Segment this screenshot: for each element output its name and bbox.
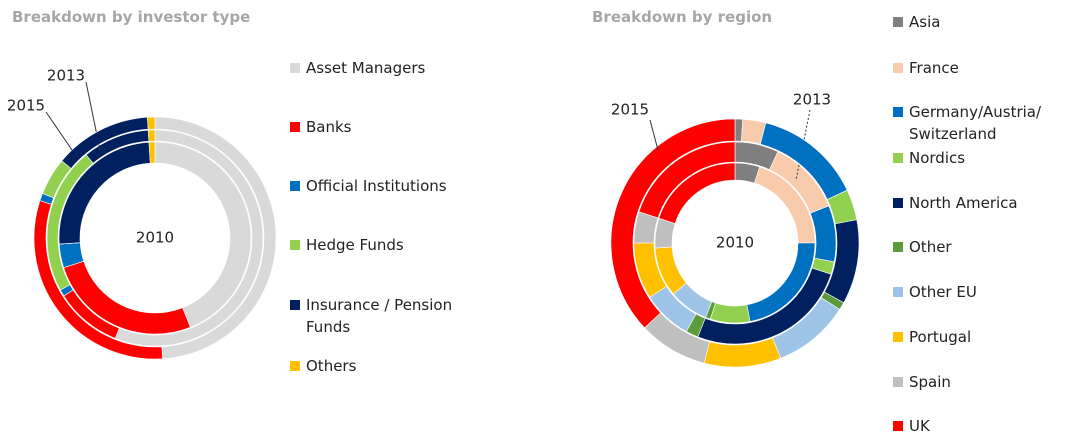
ring-segment [147, 116, 156, 130]
legend-item: UK [893, 415, 1068, 437]
legend-swatch [893, 153, 903, 163]
legend-label: Banks [306, 118, 352, 136]
legend-swatch [290, 181, 300, 191]
legend-item: Spain [893, 371, 1068, 393]
legend-label: Germany/Austria/ Switzerland [909, 103, 1042, 143]
legend-swatch [893, 242, 903, 252]
legend-item: Banks [290, 116, 490, 138]
legend-item: Germany/Austria/ Switzerland [893, 101, 1068, 145]
legend-label: Hedge Funds [306, 236, 404, 254]
legend-swatch [893, 107, 903, 117]
legend-swatch [893, 287, 903, 297]
legend-swatch [290, 240, 300, 250]
leader-line [45, 111, 73, 151]
legend-label: Spain [909, 373, 951, 391]
ring-segment [658, 162, 736, 224]
ring-label: 2010 [716, 234, 754, 252]
ring-label: 2015 [611, 101, 649, 119]
ring-segment [709, 302, 751, 324]
legend-item: Asset Managers [290, 57, 490, 79]
legend-label: Other [909, 238, 952, 256]
legend-label: France [909, 59, 959, 77]
ring-label: 2010 [136, 229, 174, 247]
legend-label: Asset Managers [306, 59, 426, 77]
legend-label: Official Institutions [306, 177, 447, 195]
chart-title: Breakdown by region [592, 8, 773, 26]
legend-swatch [290, 63, 300, 73]
legend-label: North America [909, 194, 1018, 212]
legend-item: Asia [893, 11, 1068, 33]
legend-item: Other [893, 236, 1068, 258]
legend-item: Insurance / Pension Funds [290, 294, 490, 338]
legend-swatch [290, 122, 300, 132]
legend-label: UK [909, 417, 930, 435]
legend-label: Others [306, 357, 357, 375]
legend-label: Other EU [909, 283, 977, 301]
ring-segment [148, 141, 156, 164]
legend-swatch [893, 421, 903, 431]
legend-label: Nordics [909, 149, 966, 167]
chart-title: Breakdown by investor type [12, 8, 251, 26]
legend-item: Nordics [893, 147, 1068, 169]
leader-line [649, 119, 659, 151]
ring-label: 2013 [47, 67, 85, 85]
ring-label: 2015 [7, 97, 45, 115]
legend-swatch [893, 377, 903, 387]
legend-label: Portugal [909, 328, 972, 346]
legend-label: Asia [909, 13, 941, 31]
legend-item: France [893, 57, 1068, 79]
ring-segment [147, 129, 156, 142]
legend-item: Official Institutions [290, 175, 490, 197]
ring-segment [610, 118, 736, 329]
ring-segment [638, 141, 736, 219]
legend-item: Others [290, 355, 490, 377]
legend-item: North America [893, 192, 1068, 214]
legend-item: Portugal [893, 326, 1068, 348]
legend-swatch [893, 198, 903, 208]
legend-swatch [290, 300, 300, 310]
legend-swatch [893, 17, 903, 27]
ring-label: 2013 [793, 91, 831, 109]
legend-item: Other EU [893, 281, 1068, 303]
legend-swatch [893, 63, 903, 73]
legend-label: Insurance / Pension Funds [306, 296, 453, 336]
legend-swatch [290, 361, 300, 371]
legend-swatch [893, 332, 903, 342]
legend-item: Hedge Funds [290, 234, 490, 256]
